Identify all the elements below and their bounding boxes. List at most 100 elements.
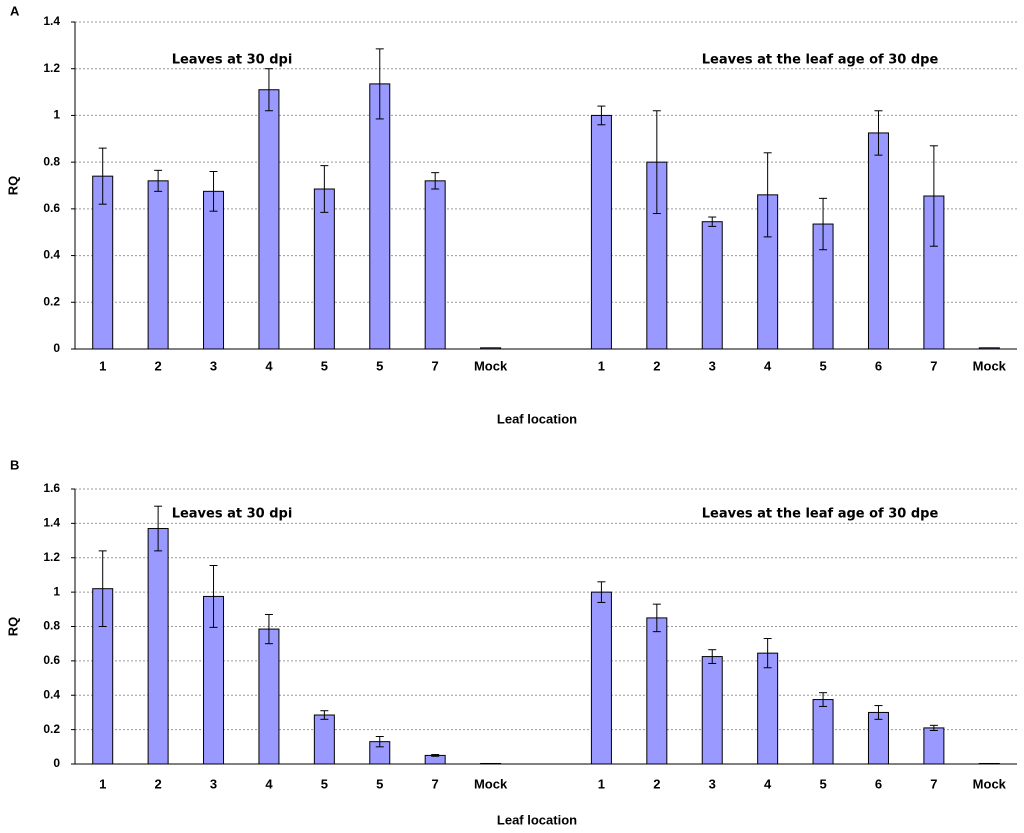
y-tick-label: 0.8 bbox=[43, 619, 60, 633]
x-tick-label: 3 bbox=[709, 358, 716, 373]
x-tick-label: 1 bbox=[598, 358, 605, 373]
x-tick-label: 5 bbox=[819, 776, 826, 791]
error-bar bbox=[209, 170, 218, 212]
bar bbox=[646, 617, 668, 765]
error-bar bbox=[929, 724, 938, 731]
bar bbox=[701, 656, 723, 765]
x-tick-label: 2 bbox=[653, 776, 660, 791]
bar bbox=[313, 188, 335, 350]
x-tick-label: 6 bbox=[875, 358, 882, 373]
error-bar bbox=[874, 705, 883, 720]
y-tick-label: 1.2 bbox=[43, 550, 60, 564]
bar bbox=[590, 591, 612, 765]
bar bbox=[590, 114, 612, 350]
x-tick-label: 6 bbox=[875, 776, 882, 791]
bar bbox=[978, 347, 1000, 350]
y-tick-label: 1.2 bbox=[43, 61, 60, 75]
x-tick-label: 2 bbox=[155, 776, 162, 791]
error-bar bbox=[264, 68, 273, 112]
panel-label: A bbox=[10, 3, 20, 18]
bar bbox=[923, 727, 945, 765]
bar bbox=[258, 89, 280, 350]
error-bar bbox=[154, 169, 163, 192]
annotation: Leaves at 30 dpi bbox=[172, 507, 293, 522]
bar bbox=[867, 711, 889, 765]
error-bar bbox=[98, 550, 107, 627]
error-bar bbox=[375, 736, 384, 748]
x-tick-label: 3 bbox=[210, 358, 217, 373]
x-tick-label: Mock bbox=[973, 776, 1007, 791]
error-bar bbox=[98, 147, 107, 205]
bar bbox=[424, 180, 446, 350]
y-tick-label: 1 bbox=[53, 108, 60, 122]
y-tick-label: 0 bbox=[53, 341, 60, 355]
x-tick-label: 4 bbox=[265, 358, 273, 373]
error-bar bbox=[874, 110, 883, 156]
x-tick-label: 1 bbox=[99, 776, 106, 791]
x-tick-label: 2 bbox=[155, 358, 162, 373]
bar bbox=[147, 528, 169, 765]
error-bar bbox=[431, 172, 440, 190]
x-axis-label: Leaf location bbox=[497, 411, 577, 426]
x-tick-label: 7 bbox=[432, 358, 439, 373]
y-tick-label: 1 bbox=[53, 584, 60, 598]
x-tick-label: 5 bbox=[321, 358, 328, 373]
annotation: Leaves at the leaf age of 30 dpe bbox=[702, 507, 939, 522]
x-tick-label: 2 bbox=[653, 358, 660, 373]
y-axis-label: RQ bbox=[5, 617, 20, 637]
bar bbox=[978, 762, 1000, 765]
bar bbox=[867, 132, 889, 350]
bar bbox=[757, 652, 779, 765]
x-tick-label: 1 bbox=[99, 358, 106, 373]
bar bbox=[258, 628, 280, 765]
x-axis-label: Leaf location bbox=[497, 812, 577, 827]
error-bar bbox=[431, 754, 440, 757]
error-bar bbox=[763, 152, 772, 238]
error-bar bbox=[652, 603, 661, 633]
error-bar bbox=[320, 710, 329, 720]
y-tick-label: 0.2 bbox=[43, 294, 60, 308]
panel-label: B bbox=[10, 457, 19, 472]
y-tick-label: 0.4 bbox=[43, 248, 60, 262]
bar bbox=[480, 762, 502, 765]
y-tick-label: 0.8 bbox=[43, 154, 60, 168]
error-bar bbox=[320, 165, 329, 213]
error-bar bbox=[154, 505, 163, 552]
x-tick-label: Mock bbox=[973, 358, 1007, 373]
y-tick-label: 1.4 bbox=[43, 14, 60, 28]
bar bbox=[701, 221, 723, 350]
error-bar bbox=[375, 48, 384, 120]
y-tick-label: 0 bbox=[53, 756, 60, 770]
y-tick-label: 0.6 bbox=[43, 201, 60, 215]
x-tick-label: 7 bbox=[930, 358, 937, 373]
error-bar bbox=[597, 105, 606, 126]
x-tick-label: 5 bbox=[376, 358, 383, 373]
x-tick-label: 4 bbox=[265, 776, 273, 791]
y-tick-label: 1.4 bbox=[43, 516, 60, 530]
bar bbox=[313, 714, 335, 765]
error-bar bbox=[264, 613, 273, 645]
y-tick-label: 0.6 bbox=[43, 653, 60, 667]
error-bar bbox=[597, 581, 606, 603]
x-tick-label: Mock bbox=[474, 776, 508, 791]
error-bar bbox=[708, 649, 717, 664]
bar bbox=[812, 699, 834, 765]
y-tick-label: 1.6 bbox=[43, 481, 60, 495]
error-bar bbox=[209, 564, 218, 628]
bar bbox=[369, 83, 391, 350]
error-bar bbox=[929, 145, 938, 247]
annotation: Leaves at the leaf age of 30 dpe bbox=[702, 53, 939, 68]
error-bar bbox=[819, 197, 828, 251]
bar bbox=[203, 190, 225, 350]
y-axis-label: RQ bbox=[5, 176, 20, 196]
x-tick-label: 7 bbox=[432, 776, 439, 791]
error-bar bbox=[819, 692, 828, 707]
x-tick-label: 7 bbox=[930, 776, 937, 791]
x-tick-label: Mock bbox=[474, 358, 508, 373]
x-tick-label: 4 bbox=[764, 776, 772, 791]
bar bbox=[480, 347, 502, 350]
y-tick-label: 0.2 bbox=[43, 722, 60, 736]
x-tick-label: 5 bbox=[819, 358, 826, 373]
error-bar bbox=[763, 638, 772, 669]
